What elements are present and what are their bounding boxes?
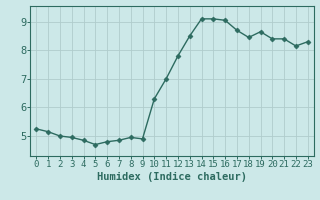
X-axis label: Humidex (Indice chaleur): Humidex (Indice chaleur) [97,172,247,182]
